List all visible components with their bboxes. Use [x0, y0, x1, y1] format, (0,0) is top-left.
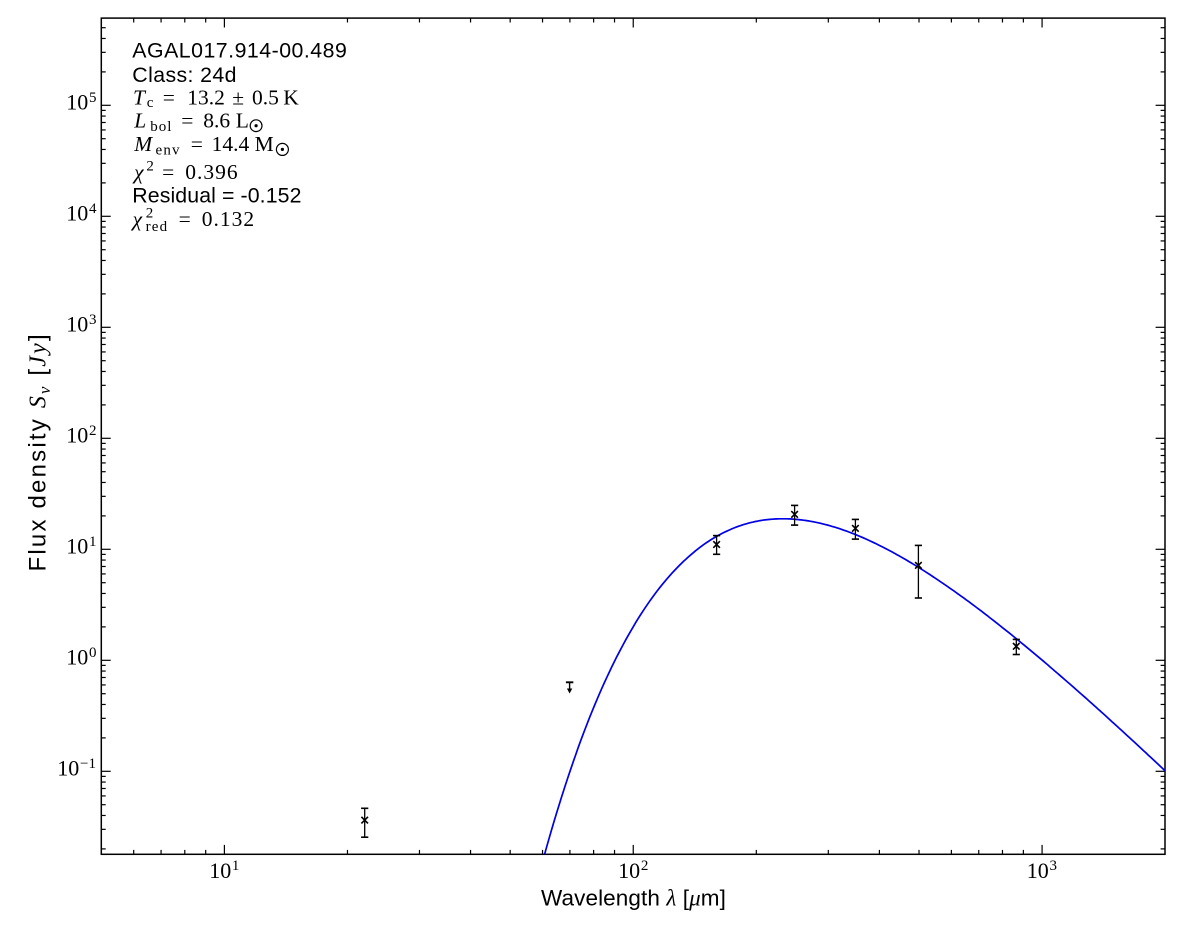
- svg-text:2: 2: [146, 158, 154, 174]
- svg-text:χ: χ: [132, 160, 144, 184]
- svg-text:c: c: [147, 95, 154, 111]
- svg-text:±: ±: [232, 86, 244, 110]
- svg-text:T: T: [133, 86, 147, 110]
- svg-text:AGAL017.914-00.489: AGAL017.914-00.489: [132, 38, 347, 62]
- svg-text:10: 10: [66, 90, 88, 115]
- svg-text:=: =: [181, 109, 193, 133]
- svg-text:env: env: [156, 143, 181, 159]
- svg-text:K: K: [283, 86, 299, 110]
- svg-text:M: M: [255, 132, 274, 156]
- svg-text:3: 3: [89, 312, 97, 328]
- svg-text:1: 1: [232, 858, 240, 874]
- svg-text:=: =: [162, 160, 174, 184]
- svg-text:2: 2: [641, 858, 649, 874]
- svg-text:=: =: [163, 86, 175, 110]
- svg-text:10: 10: [66, 534, 88, 559]
- svg-text:χ: χ: [131, 207, 143, 231]
- svg-text:0: 0: [89, 645, 97, 661]
- svg-text:10: 10: [1027, 858, 1049, 883]
- svg-text:2: 2: [89, 423, 97, 439]
- svg-text:red: red: [146, 219, 169, 235]
- svg-text:8.6: 8.6: [203, 109, 230, 133]
- svg-text:0.5: 0.5: [252, 86, 279, 110]
- svg-text:10: 10: [618, 858, 640, 883]
- svg-text:10: 10: [66, 645, 88, 670]
- svg-text:4: 4: [89, 201, 97, 217]
- svg-text:Wavelength λ [μm]: Wavelength λ [μm]: [541, 885, 726, 910]
- svg-text:=: =: [191, 132, 203, 156]
- svg-text:10: 10: [66, 312, 88, 337]
- svg-text:L: L: [133, 109, 146, 133]
- svg-text:Residual = -0.152: Residual = -0.152: [132, 183, 301, 207]
- svg-text:0.396: 0.396: [185, 160, 238, 184]
- svg-text:13.2: 13.2: [187, 86, 225, 110]
- svg-text:1: 1: [89, 534, 97, 550]
- svg-text:Flux density Sν [Jy]: Flux density Sν [Jy]: [25, 332, 55, 571]
- svg-text:10: 10: [66, 201, 88, 226]
- svg-text:5: 5: [89, 90, 97, 106]
- svg-text:L: L: [236, 109, 249, 133]
- svg-text:M: M: [133, 132, 153, 156]
- svg-text:10: 10: [66, 423, 88, 448]
- svg-text:2: 2: [146, 206, 154, 222]
- svg-text:bol: bol: [150, 119, 172, 135]
- svg-text:3: 3: [1050, 858, 1058, 874]
- svg-text:=: =: [179, 207, 191, 231]
- svg-text:10: 10: [209, 858, 231, 883]
- svg-text:14.4: 14.4: [212, 132, 250, 156]
- svg-text:0.132: 0.132: [202, 207, 255, 231]
- svg-text:10: 10: [57, 756, 79, 781]
- svg-text:−1: −1: [80, 756, 96, 772]
- svg-text:Class: 24d: Class: 24d: [132, 63, 237, 87]
